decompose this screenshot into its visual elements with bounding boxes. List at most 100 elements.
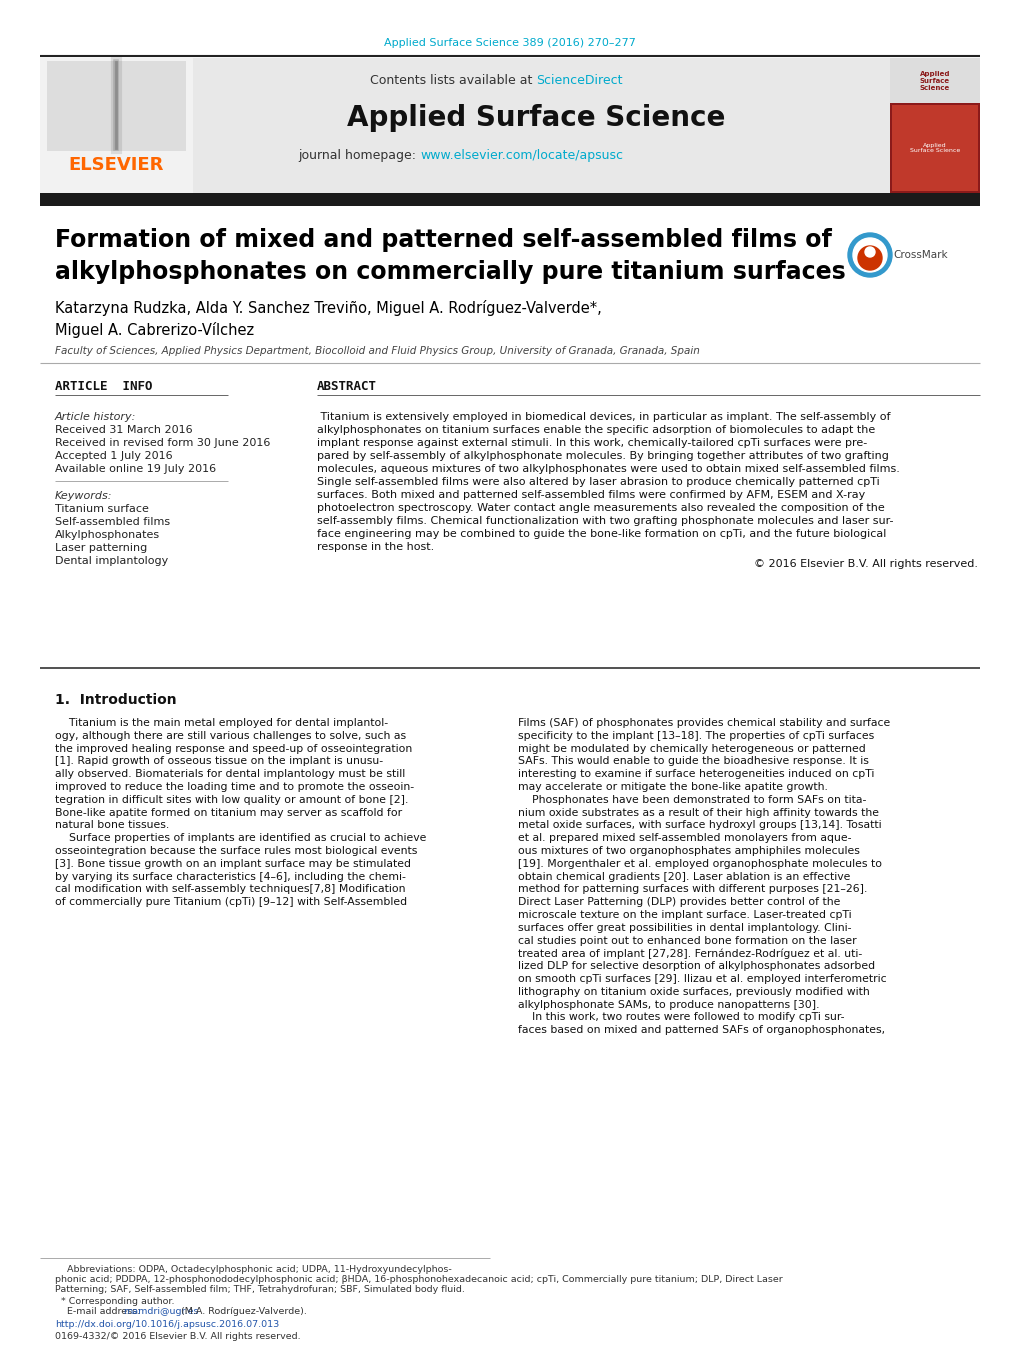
- Text: might be modulated by chemically heterogeneous or patterned: might be modulated by chemically heterog…: [518, 743, 865, 754]
- Text: Titanium surface: Titanium surface: [55, 504, 149, 513]
- Text: Contents lists available at: Contents lists available at: [369, 73, 535, 86]
- Text: © 2016 Elsevier B.V. All rights reserved.: © 2016 Elsevier B.V. All rights reserved…: [753, 559, 977, 569]
- Text: cal modification with self-assembly techniques[7,8] Modification: cal modification with self-assembly tech…: [55, 885, 406, 894]
- Text: Titanium is extensively employed in biomedical devices, in particular as implant: Titanium is extensively employed in biom…: [317, 412, 890, 422]
- Text: surfaces. Both mixed and patterned self-assembled films were confirmed by AFM, E: surfaces. Both mixed and patterned self-…: [317, 490, 864, 500]
- Text: ScienceDirect: ScienceDirect: [535, 73, 622, 86]
- Circle shape: [847, 232, 892, 277]
- Bar: [40, 58, 193, 195]
- Text: * Corresponding author.: * Corresponding author.: [55, 1297, 174, 1306]
- Text: metal oxide surfaces, with surface hydroxyl groups [13,14]. Tosatti: metal oxide surfaces, with surface hydro…: [518, 820, 880, 831]
- Bar: [47, 61, 185, 151]
- Text: tegration in difficult sites with low quality or amount of bone [2].: tegration in difficult sites with low qu…: [55, 794, 408, 805]
- Text: self-assembly films. Chemical functionalization with two grafting phosphonate mo: self-assembly films. Chemical functional…: [317, 516, 893, 526]
- Text: improved to reduce the loading time and to promote the osseoin-: improved to reduce the loading time and …: [55, 782, 414, 792]
- Text: [3]. Bone tissue growth on an implant surface may be stimulated: [3]. Bone tissue growth on an implant su…: [55, 859, 411, 869]
- Text: interesting to examine if surface heterogeneities induced on cpTi: interesting to examine if surface hetero…: [518, 769, 873, 780]
- Text: Keywords:: Keywords:: [55, 490, 112, 501]
- Text: alkylphosphonates on commercially pure titanium surfaces: alkylphosphonates on commercially pure t…: [55, 259, 845, 284]
- Text: Applied Surface Science: Applied Surface Science: [346, 104, 725, 132]
- Text: et al. prepared mixed self-assembled monolayers from aque-: et al. prepared mixed self-assembled mon…: [518, 834, 851, 843]
- Text: Films (SAF) of phosphonates provides chemical stability and surface: Films (SAF) of phosphonates provides che…: [518, 717, 890, 728]
- Text: ogy, although there are still various challenges to solve, such as: ogy, although there are still various ch…: [55, 731, 406, 740]
- Text: http://dx.doi.org/10.1016/j.apsusc.2016.07.013: http://dx.doi.org/10.1016/j.apsusc.2016.…: [55, 1320, 279, 1329]
- Text: Available online 19 July 2016: Available online 19 July 2016: [55, 463, 216, 474]
- Text: Received in revised form 30 June 2016: Received in revised form 30 June 2016: [55, 438, 270, 449]
- Text: Patterning; SAF, Self-assembled film; THF, Tetrahydrofuran; SBF, Simulated body : Patterning; SAF, Self-assembled film; TH…: [55, 1285, 465, 1294]
- Text: [19]. Morgenthaler et al. employed organophosphate molecules to: [19]. Morgenthaler et al. employed organ…: [518, 859, 881, 869]
- Text: Formation of mixed and patterned self-assembled films of: Formation of mixed and patterned self-as…: [55, 228, 832, 253]
- Circle shape: [864, 247, 874, 257]
- Text: Bone-like apatite formed on titanium may server as scaffold for: Bone-like apatite formed on titanium may…: [55, 808, 401, 817]
- Text: Phosphonates have been demonstrated to form SAFs on tita-: Phosphonates have been demonstrated to f…: [518, 794, 865, 805]
- Text: alkylphosphonate SAMs, to produce nanopatterns [30].: alkylphosphonate SAMs, to produce nanopa…: [518, 1000, 818, 1009]
- Text: mamdri@ugr.es: mamdri@ugr.es: [123, 1306, 199, 1316]
- Text: ally observed. Biomaterials for dental implantology must be still: ally observed. Biomaterials for dental i…: [55, 769, 405, 780]
- Text: response in the host.: response in the host.: [317, 542, 434, 553]
- Text: CrossMark: CrossMark: [892, 250, 947, 259]
- Text: Accepted 1 July 2016: Accepted 1 July 2016: [55, 451, 172, 461]
- Text: of commercially pure Titanium (cpTi) [9–12] with Self-Assembled: of commercially pure Titanium (cpTi) [9–…: [55, 897, 407, 908]
- Text: on smooth cpTi surfaces [29]. Ilizau et al. employed interferometric: on smooth cpTi surfaces [29]. Ilizau et …: [518, 974, 886, 984]
- Text: cal studies point out to enhanced bone formation on the laser: cal studies point out to enhanced bone f…: [518, 936, 856, 946]
- Bar: [890, 58, 979, 103]
- Text: (M.A. Rodríguez-Valverde).: (M.A. Rodríguez-Valverde).: [178, 1306, 307, 1316]
- Text: natural bone tissues.: natural bone tissues.: [55, 820, 169, 831]
- Bar: [890, 58, 979, 195]
- Text: lithography on titanium oxide surfaces, previously modified with: lithography on titanium oxide surfaces, …: [518, 986, 869, 997]
- Text: ous mixtures of two organophosphates amphiphiles molecules: ous mixtures of two organophosphates amp…: [518, 846, 859, 857]
- Text: Miguel A. Cabrerizo-Vílchez: Miguel A. Cabrerizo-Vílchez: [55, 322, 254, 338]
- Text: Single self-assembled films were also altered by laser abrasion to produce chemi: Single self-assembled films were also al…: [317, 477, 879, 486]
- Text: ABSTRACT: ABSTRACT: [317, 380, 377, 393]
- Text: www.elsevier.com/locate/apsusc: www.elsevier.com/locate/apsusc: [420, 149, 623, 162]
- Text: photoelectron spectroscopy. Water contact angle measurements also revealed the c: photoelectron spectroscopy. Water contac…: [317, 503, 883, 513]
- Text: lized DLP for selective desorption of alkylphosphonates adsorbed: lized DLP for selective desorption of al…: [518, 961, 874, 971]
- Text: may accelerate or mitigate the bone-like apatite growth.: may accelerate or mitigate the bone-like…: [518, 782, 827, 792]
- Text: pared by self-assembly of alkylphosphonate molecules. By bringing together attri: pared by self-assembly of alkylphosphona…: [317, 451, 888, 461]
- Text: treated area of implant [27,28]. Fernández-Rodríguez et al. uti-: treated area of implant [27,28]. Fernánd…: [518, 948, 861, 959]
- Text: implant response against external stimuli. In this work, chemically-tailored cpT: implant response against external stimul…: [317, 438, 866, 449]
- Text: ARTICLE  INFO: ARTICLE INFO: [55, 380, 153, 393]
- Bar: [40, 193, 979, 205]
- Text: faces based on mixed and patterned SAFs of organophosphonates,: faces based on mixed and patterned SAFs …: [518, 1025, 884, 1035]
- Text: Katarzyna Rudzka, Alda Y. Sanchez Treviño, Miguel A. Rodríguez-Valverde*,: Katarzyna Rudzka, Alda Y. Sanchez Treviñ…: [55, 300, 601, 316]
- Bar: [40, 58, 979, 195]
- Text: by varying its surface characteristics [4–6], including the chemi-: by varying its surface characteristics […: [55, 871, 406, 882]
- Text: the improved healing response and speed-up of osseointegration: the improved healing response and speed-…: [55, 743, 412, 754]
- Circle shape: [857, 246, 881, 270]
- Text: Faculty of Sciences, Applied Physics Department, Biocolloid and Fluid Physics Gr: Faculty of Sciences, Applied Physics Dep…: [55, 346, 699, 357]
- Text: 1.  Introduction: 1. Introduction: [55, 693, 176, 707]
- Text: surfaces offer great possibilities in dental implantology. Clini-: surfaces offer great possibilities in de…: [518, 923, 851, 932]
- Text: 0169-4332/© 2016 Elsevier B.V. All rights reserved.: 0169-4332/© 2016 Elsevier B.V. All right…: [55, 1332, 301, 1342]
- Text: Abbreviations: ODPA, Octadecylphosphonic acid; UDPA, 11-Hydroxyundecylphos-: Abbreviations: ODPA, Octadecylphosphonic…: [55, 1265, 451, 1274]
- Text: molecules, aqueous mixtures of two alkylphosphonates were used to obtain mixed s: molecules, aqueous mixtures of two alkyl…: [317, 463, 899, 474]
- Bar: [193, 58, 890, 195]
- Text: SAFs. This would enable to guide the bioadhesive response. It is: SAFs. This would enable to guide the bio…: [518, 757, 868, 766]
- Text: osseointegration because the surface rules most biological events: osseointegration because the surface rul…: [55, 846, 417, 857]
- Text: Applied
Surface
Science: Applied Surface Science: [919, 72, 950, 91]
- Text: Surface properties of implants are identified as crucial to achieve: Surface properties of implants are ident…: [55, 834, 426, 843]
- Text: In this work, two routes were followed to modify cpTi sur-: In this work, two routes were followed t…: [518, 1012, 844, 1023]
- Text: Laser patterning: Laser patterning: [55, 543, 147, 553]
- Text: alkylphosphonates on titanium surfaces enable the specific adsorption of biomole: alkylphosphonates on titanium surfaces e…: [317, 426, 874, 435]
- Text: obtain chemical gradients [20]. Laser ablation is an effective: obtain chemical gradients [20]. Laser ab…: [518, 871, 850, 882]
- Text: Direct Laser Patterning (DLP) provides better control of the: Direct Laser Patterning (DLP) provides b…: [518, 897, 840, 908]
- Text: Titanium is the main metal employed for dental implantol-: Titanium is the main metal employed for …: [55, 717, 388, 728]
- Text: phonic acid; PDDPA, 12-phosphonododecylphosphonic acid; βHDA, 16-phosphonohexade: phonic acid; PDDPA, 12-phosphonododecylp…: [55, 1275, 782, 1283]
- Text: specificity to the implant [13–18]. The properties of cpTi surfaces: specificity to the implant [13–18]. The …: [518, 731, 873, 740]
- Text: Self-assembled films: Self-assembled films: [55, 517, 170, 527]
- Text: face engineering may be combined to guide the bone-like formation on cpTi, and t: face engineering may be combined to guid…: [317, 530, 886, 539]
- Text: journal homepage:: journal homepage:: [298, 149, 420, 162]
- Circle shape: [852, 238, 887, 272]
- Text: Received 31 March 2016: Received 31 March 2016: [55, 426, 193, 435]
- Text: Applied Surface Science 389 (2016) 270–277: Applied Surface Science 389 (2016) 270–2…: [384, 38, 635, 49]
- Text: Alkylphosphonates: Alkylphosphonates: [55, 530, 160, 540]
- Text: Dental implantology: Dental implantology: [55, 557, 168, 566]
- Text: E-mail address:: E-mail address:: [55, 1306, 144, 1316]
- Text: nium oxide substrates as a result of their high affinity towards the: nium oxide substrates as a result of the…: [518, 808, 878, 817]
- Text: [1]. Rapid growth of osseous tissue on the implant is unusu-: [1]. Rapid growth of osseous tissue on t…: [55, 757, 383, 766]
- Text: Article history:: Article history:: [55, 412, 137, 422]
- Text: Applied
Surface Science: Applied Surface Science: [909, 143, 959, 154]
- Bar: [892, 105, 977, 190]
- Text: ELSEVIER: ELSEVIER: [68, 155, 163, 174]
